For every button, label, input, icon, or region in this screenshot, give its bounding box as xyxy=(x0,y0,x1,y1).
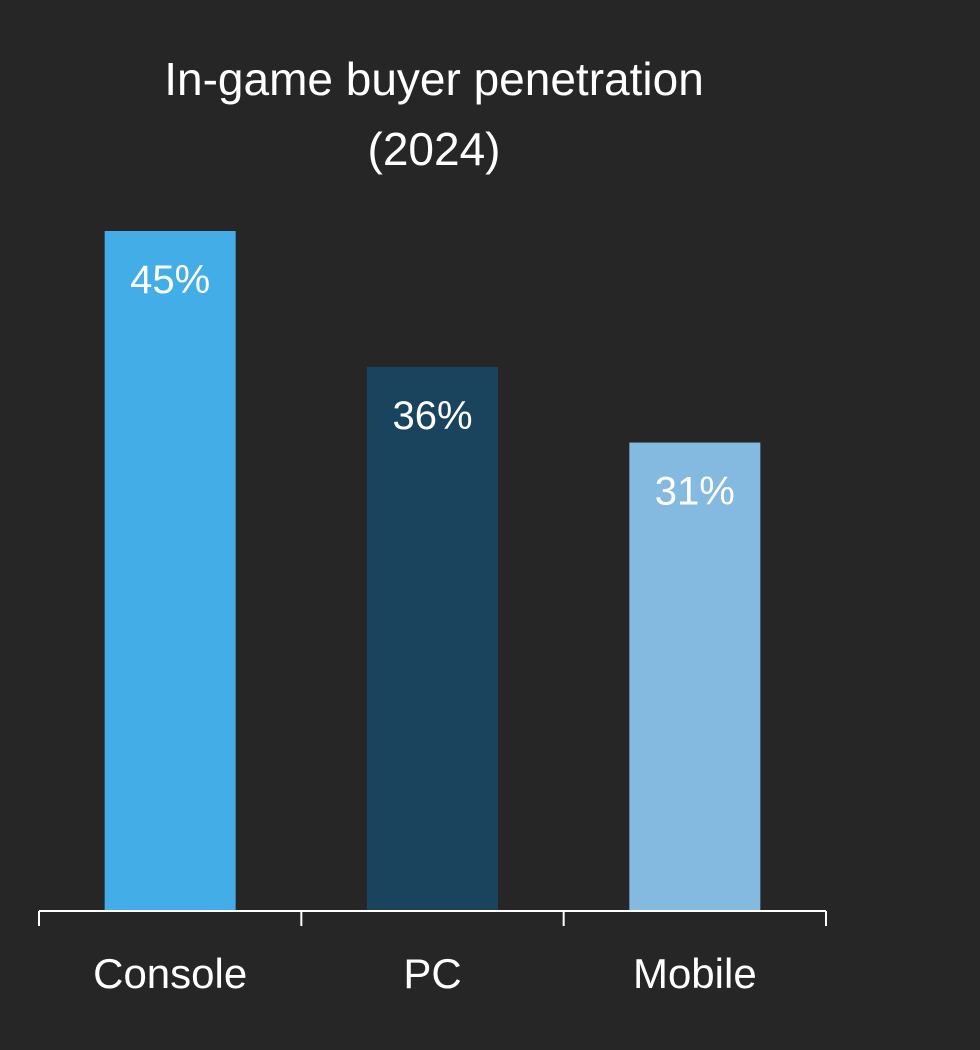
bar-console xyxy=(104,231,236,911)
x-tick-label-console: Console xyxy=(93,950,247,997)
chart-title: In-game buyer penetration xyxy=(164,53,704,105)
bar-mobile xyxy=(629,442,761,911)
data-label-pc: 36% xyxy=(392,394,472,438)
x-axis: Console PC Mobile xyxy=(38,910,827,997)
bars-group: 45% 36% 31% xyxy=(104,231,761,911)
data-label-console: 45% xyxy=(130,258,210,302)
chart-subtitle: (2024) xyxy=(368,123,501,175)
x-tick-label-mobile: Mobile xyxy=(633,950,757,997)
x-tick-label-pc: PC xyxy=(403,950,461,997)
bar-pc xyxy=(367,367,498,911)
data-label-mobile: 31% xyxy=(655,470,735,514)
